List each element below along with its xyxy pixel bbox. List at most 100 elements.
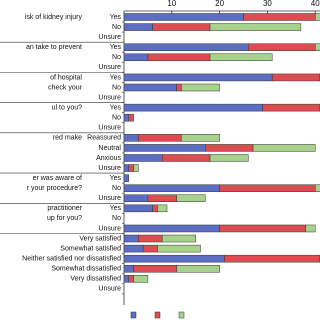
legend-swatch bbox=[154, 311, 161, 319]
bar-segment bbox=[138, 234, 163, 243]
bar-segment bbox=[152, 204, 158, 213]
bar-segment bbox=[124, 154, 163, 162]
bar-segment bbox=[133, 164, 139, 172]
question-label: practitioner bbox=[47, 205, 82, 212]
response-label: Yes bbox=[110, 175, 122, 182]
response-label: Unsure bbox=[98, 195, 121, 202]
response-label: Unsure bbox=[98, 286, 121, 293]
bar-segment bbox=[176, 194, 206, 203]
bar-segment bbox=[248, 43, 316, 51]
response-label: Very satisfied bbox=[79, 235, 121, 242]
response-label: Neutral bbox=[98, 145, 121, 152]
question-label: r your procedure? bbox=[27, 185, 82, 192]
bar-segment bbox=[124, 234, 139, 243]
question-label: an take to prevent bbox=[26, 44, 82, 51]
bar-segment bbox=[138, 134, 182, 142]
question-label: red make bbox=[53, 135, 82, 142]
question-label: er was aware of bbox=[33, 175, 82, 182]
bar-segment bbox=[209, 53, 273, 62]
bar-segment bbox=[181, 134, 220, 142]
bar-segment bbox=[219, 184, 316, 192]
bar-segment bbox=[128, 164, 134, 172]
response-label: Unsure bbox=[98, 94, 121, 101]
bar-segment bbox=[181, 83, 220, 92]
bar-segment bbox=[128, 113, 134, 122]
bar-segment bbox=[124, 43, 249, 51]
bar-segment bbox=[133, 265, 177, 273]
bar-segment bbox=[124, 83, 177, 92]
x-tick-label: 20 bbox=[215, 0, 224, 8]
bar-segment bbox=[314, 13, 320, 21]
response-label: Anxious bbox=[96, 155, 121, 162]
response-label: Yes bbox=[110, 74, 122, 81]
response-label: Neither satisfied nor dissatisfied bbox=[22, 256, 121, 263]
response-label: Yes bbox=[110, 44, 122, 51]
legend-swatch bbox=[130, 311, 137, 319]
x-tick-label: 10 bbox=[167, 0, 176, 8]
bar-segment bbox=[124, 194, 149, 203]
response-label: Reassured bbox=[87, 135, 121, 142]
bar-segment bbox=[262, 103, 320, 112]
response-label: Unsure bbox=[98, 64, 121, 71]
response-label: No bbox=[112, 115, 121, 122]
bar-segment bbox=[314, 43, 320, 51]
bar-segment bbox=[133, 275, 149, 283]
bar-segment bbox=[147, 194, 177, 203]
bar-segment bbox=[157, 204, 168, 213]
bar-segment bbox=[176, 83, 182, 92]
bar-segment bbox=[124, 254, 225, 263]
bar-segment bbox=[124, 164, 130, 172]
bar-segment bbox=[124, 174, 130, 182]
bar-segment bbox=[152, 23, 211, 31]
bar-segment bbox=[205, 144, 254, 152]
bar-segment bbox=[314, 184, 320, 192]
bar-segment bbox=[147, 53, 211, 62]
response-label: No bbox=[112, 215, 121, 222]
response-label: Very dissatisfied bbox=[70, 276, 121, 283]
bar-segment bbox=[124, 113, 130, 122]
bar-segment bbox=[124, 103, 263, 112]
response-label: Somewhat dissatisfied bbox=[51, 266, 121, 273]
x-tick-label: 30 bbox=[263, 0, 272, 8]
response-label: Unsure bbox=[98, 34, 121, 41]
response-label: No bbox=[112, 84, 121, 91]
response-label: Somewhat satisfied bbox=[60, 245, 121, 252]
bar-segment bbox=[124, 134, 139, 142]
plot-area bbox=[124, 13, 320, 283]
response-label: Unsure bbox=[98, 125, 121, 132]
response-label: No bbox=[112, 54, 121, 61]
bar-segment bbox=[124, 184, 220, 192]
question-label: check your bbox=[48, 84, 83, 91]
question-label: ul to you? bbox=[52, 104, 82, 111]
bar-segment bbox=[209, 23, 302, 31]
response-label: Yes bbox=[110, 14, 122, 21]
response-label: No bbox=[112, 24, 121, 31]
bar-segment bbox=[124, 265, 134, 273]
bar-segment bbox=[243, 13, 316, 21]
bar-segment bbox=[209, 154, 249, 162]
bar-segment bbox=[219, 224, 306, 233]
bar-segment bbox=[161, 154, 211, 162]
bar-segment bbox=[271, 73, 320, 82]
bar-segment bbox=[224, 254, 320, 263]
bar-segment bbox=[252, 144, 316, 152]
response-label: Yes bbox=[110, 205, 122, 212]
response-label: Unsure bbox=[98, 225, 121, 232]
bar-segment bbox=[124, 144, 206, 152]
question-label: up for you? bbox=[47, 215, 82, 222]
bar-segment bbox=[124, 73, 273, 82]
bar-segment bbox=[124, 204, 153, 213]
bar-segment bbox=[124, 23, 153, 31]
bar-segment bbox=[124, 53, 149, 62]
bar-segment bbox=[124, 13, 244, 21]
response-label: No bbox=[112, 185, 121, 192]
bar-segment bbox=[142, 244, 158, 253]
bar-segment bbox=[124, 244, 144, 253]
bar-segment bbox=[161, 234, 196, 243]
bar-segment bbox=[305, 224, 316, 233]
bar-segment bbox=[128, 275, 134, 283]
legend-swatch bbox=[178, 311, 185, 319]
bar-segment bbox=[176, 265, 220, 273]
